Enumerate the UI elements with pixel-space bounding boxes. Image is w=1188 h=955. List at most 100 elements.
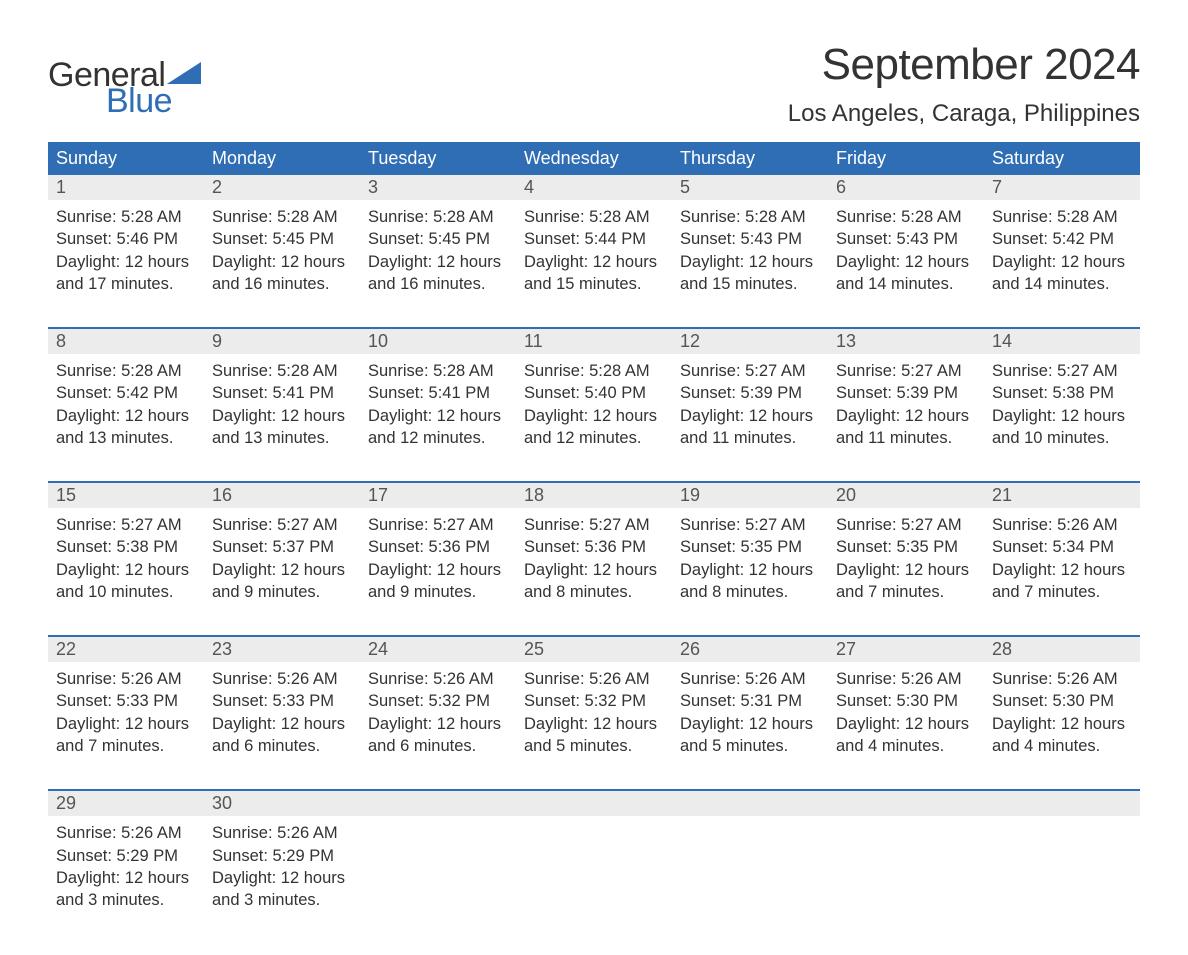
date-cell: 29 bbox=[48, 791, 204, 816]
daylight-text: Daylight: 12 hours and 4 minutes. bbox=[836, 713, 976, 758]
sunrise-text: Sunrise: 5:28 AM bbox=[992, 206, 1132, 228]
day-info-cell bbox=[516, 816, 672, 915]
daylight-text: Daylight: 12 hours and 3 minutes. bbox=[56, 867, 196, 912]
sunset-text: Sunset: 5:30 PM bbox=[836, 690, 976, 712]
daylight-text: Daylight: 12 hours and 16 minutes. bbox=[212, 251, 352, 296]
daylight-text: Daylight: 12 hours and 6 minutes. bbox=[368, 713, 508, 758]
date-cell: 14 bbox=[984, 329, 1140, 354]
date-cell: 21 bbox=[984, 483, 1140, 508]
daylight-text: Daylight: 12 hours and 15 minutes. bbox=[680, 251, 820, 296]
day-info-cell: Sunrise: 5:28 AMSunset: 5:42 PMDaylight:… bbox=[984, 200, 1140, 299]
day-info-cell: Sunrise: 5:27 AMSunset: 5:38 PMDaylight:… bbox=[48, 508, 204, 607]
day-info-cell: Sunrise: 5:27 AMSunset: 5:35 PMDaylight:… bbox=[672, 508, 828, 607]
date-cell: 5 bbox=[672, 175, 828, 200]
date-cell: 9 bbox=[204, 329, 360, 354]
info-row: Sunrise: 5:26 AMSunset: 5:29 PMDaylight:… bbox=[48, 816, 1140, 915]
sunrise-text: Sunrise: 5:28 AM bbox=[524, 360, 664, 382]
day-info-cell bbox=[984, 816, 1140, 915]
sunset-text: Sunset: 5:30 PM bbox=[992, 690, 1132, 712]
sunrise-text: Sunrise: 5:26 AM bbox=[836, 668, 976, 690]
sunrise-text: Sunrise: 5:27 AM bbox=[836, 360, 976, 382]
day-info-cell: Sunrise: 5:28 AMSunset: 5:41 PMDaylight:… bbox=[204, 354, 360, 453]
calendar-week: 2930Sunrise: 5:26 AMSunset: 5:29 PMDayli… bbox=[48, 789, 1140, 915]
daylight-text: Daylight: 12 hours and 8 minutes. bbox=[524, 559, 664, 604]
date-cell: 7 bbox=[984, 175, 1140, 200]
sunset-text: Sunset: 5:38 PM bbox=[992, 382, 1132, 404]
date-cell: 30 bbox=[204, 791, 360, 816]
daylight-text: Daylight: 12 hours and 9 minutes. bbox=[212, 559, 352, 604]
date-cell: 26 bbox=[672, 637, 828, 662]
day-info-cell: Sunrise: 5:28 AMSunset: 5:42 PMDaylight:… bbox=[48, 354, 204, 453]
day-header-monday: Monday bbox=[204, 142, 360, 175]
sunrise-text: Sunrise: 5:27 AM bbox=[992, 360, 1132, 382]
day-info-cell bbox=[828, 816, 984, 915]
daylight-text: Daylight: 12 hours and 6 minutes. bbox=[212, 713, 352, 758]
daylight-text: Daylight: 12 hours and 15 minutes. bbox=[524, 251, 664, 296]
sunrise-text: Sunrise: 5:26 AM bbox=[992, 668, 1132, 690]
sunset-text: Sunset: 5:40 PM bbox=[524, 382, 664, 404]
date-row: 2930 bbox=[48, 791, 1140, 816]
date-cell: 16 bbox=[204, 483, 360, 508]
sunset-text: Sunset: 5:43 PM bbox=[836, 228, 976, 250]
day-info-cell: Sunrise: 5:27 AMSunset: 5:36 PMDaylight:… bbox=[360, 508, 516, 607]
day-info-cell: Sunrise: 5:27 AMSunset: 5:39 PMDaylight:… bbox=[672, 354, 828, 453]
sunset-text: Sunset: 5:44 PM bbox=[524, 228, 664, 250]
info-row: Sunrise: 5:27 AMSunset: 5:38 PMDaylight:… bbox=[48, 508, 1140, 607]
daylight-text: Daylight: 12 hours and 11 minutes. bbox=[836, 405, 976, 450]
daylight-text: Daylight: 12 hours and 3 minutes. bbox=[212, 867, 352, 912]
day-info-cell: Sunrise: 5:27 AMSunset: 5:35 PMDaylight:… bbox=[828, 508, 984, 607]
day-info-cell: Sunrise: 5:26 AMSunset: 5:29 PMDaylight:… bbox=[204, 816, 360, 915]
daylight-text: Daylight: 12 hours and 14 minutes. bbox=[836, 251, 976, 296]
calendar: Sunday Monday Tuesday Wednesday Thursday… bbox=[48, 142, 1140, 915]
date-cell: 18 bbox=[516, 483, 672, 508]
day-info-cell: Sunrise: 5:26 AMSunset: 5:32 PMDaylight:… bbox=[516, 662, 672, 761]
date-cell: 10 bbox=[360, 329, 516, 354]
daylight-text: Daylight: 12 hours and 7 minutes. bbox=[56, 713, 196, 758]
day-info-cell: Sunrise: 5:26 AMSunset: 5:33 PMDaylight:… bbox=[204, 662, 360, 761]
day-header-row: Sunday Monday Tuesday Wednesday Thursday… bbox=[48, 142, 1140, 175]
day-info-cell: Sunrise: 5:26 AMSunset: 5:29 PMDaylight:… bbox=[48, 816, 204, 915]
sunset-text: Sunset: 5:39 PM bbox=[836, 382, 976, 404]
day-info-cell: Sunrise: 5:28 AMSunset: 5:46 PMDaylight:… bbox=[48, 200, 204, 299]
date-cell: 19 bbox=[672, 483, 828, 508]
logo-word-blue: Blue bbox=[106, 84, 201, 118]
daylight-text: Daylight: 12 hours and 10 minutes. bbox=[992, 405, 1132, 450]
date-cell: 24 bbox=[360, 637, 516, 662]
day-info-cell: Sunrise: 5:26 AMSunset: 5:30 PMDaylight:… bbox=[984, 662, 1140, 761]
calendar-week: 22232425262728Sunrise: 5:26 AMSunset: 5:… bbox=[48, 635, 1140, 761]
date-cell bbox=[360, 791, 516, 816]
date-cell: 4 bbox=[516, 175, 672, 200]
date-cell: 11 bbox=[516, 329, 672, 354]
info-row: Sunrise: 5:26 AMSunset: 5:33 PMDaylight:… bbox=[48, 662, 1140, 761]
sunrise-text: Sunrise: 5:27 AM bbox=[680, 514, 820, 536]
daylight-text: Daylight: 12 hours and 11 minutes. bbox=[680, 405, 820, 450]
daylight-text: Daylight: 12 hours and 12 minutes. bbox=[368, 405, 508, 450]
sunset-text: Sunset: 5:45 PM bbox=[368, 228, 508, 250]
daylight-text: Daylight: 12 hours and 13 minutes. bbox=[212, 405, 352, 450]
sunrise-text: Sunrise: 5:26 AM bbox=[992, 514, 1132, 536]
location-text: Los Angeles, Caraga, Philippines bbox=[788, 100, 1140, 128]
sunrise-text: Sunrise: 5:28 AM bbox=[56, 360, 196, 382]
date-cell: 8 bbox=[48, 329, 204, 354]
date-cell: 15 bbox=[48, 483, 204, 508]
sunset-text: Sunset: 5:34 PM bbox=[992, 536, 1132, 558]
sunset-text: Sunset: 5:39 PM bbox=[680, 382, 820, 404]
sunset-text: Sunset: 5:33 PM bbox=[212, 690, 352, 712]
sunset-text: Sunset: 5:46 PM bbox=[56, 228, 196, 250]
date-cell bbox=[828, 791, 984, 816]
day-info-cell: Sunrise: 5:26 AMSunset: 5:34 PMDaylight:… bbox=[984, 508, 1140, 607]
sunrise-text: Sunrise: 5:28 AM bbox=[368, 206, 508, 228]
calendar-week: 891011121314Sunrise: 5:28 AMSunset: 5:42… bbox=[48, 327, 1140, 453]
date-cell: 2 bbox=[204, 175, 360, 200]
sunrise-text: Sunrise: 5:27 AM bbox=[212, 514, 352, 536]
date-cell bbox=[516, 791, 672, 816]
date-cell: 27 bbox=[828, 637, 984, 662]
sunrise-text: Sunrise: 5:28 AM bbox=[56, 206, 196, 228]
sunset-text: Sunset: 5:29 PM bbox=[56, 845, 196, 867]
date-row: 15161718192021 bbox=[48, 483, 1140, 508]
daylight-text: Daylight: 12 hours and 5 minutes. bbox=[524, 713, 664, 758]
day-info-cell: Sunrise: 5:27 AMSunset: 5:37 PMDaylight:… bbox=[204, 508, 360, 607]
date-row: 1234567 bbox=[48, 175, 1140, 200]
day-info-cell: Sunrise: 5:28 AMSunset: 5:45 PMDaylight:… bbox=[204, 200, 360, 299]
date-cell: 22 bbox=[48, 637, 204, 662]
